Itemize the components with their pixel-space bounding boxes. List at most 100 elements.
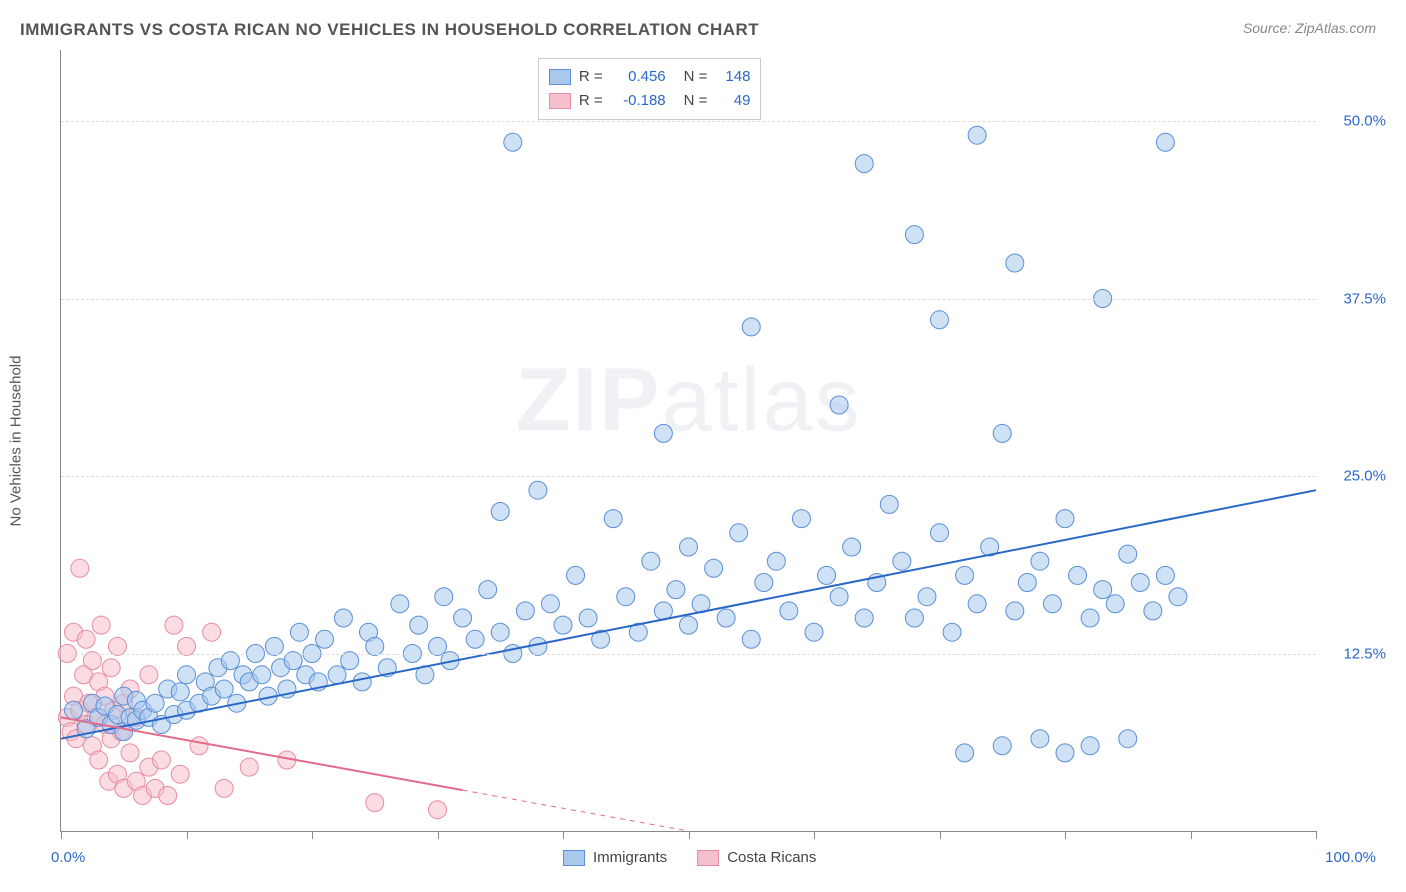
- data-point: [1169, 588, 1187, 606]
- data-point: [479, 581, 497, 599]
- data-point: [1006, 254, 1024, 272]
- data-point: [680, 538, 698, 556]
- r-value: -0.188: [611, 89, 666, 113]
- plot-svg: [61, 50, 1316, 831]
- legend-series-label: Costa Ricans: [727, 849, 816, 866]
- data-point: [855, 155, 873, 173]
- data-point: [504, 133, 522, 151]
- data-point: [171, 765, 189, 783]
- data-point: [993, 737, 1011, 755]
- data-point: [742, 630, 760, 648]
- data-point: [805, 623, 823, 641]
- source-name: ZipAtlas.com: [1295, 20, 1376, 36]
- x-tick: [438, 831, 439, 839]
- data-point: [253, 666, 271, 684]
- data-point: [516, 602, 534, 620]
- r-label: R =: [579, 65, 603, 89]
- data-point: [1081, 609, 1099, 627]
- data-point: [328, 666, 346, 684]
- chart-title: IMMIGRANTS VS COSTA RICAN NO VEHICLES IN…: [20, 20, 759, 40]
- data-point: [830, 588, 848, 606]
- data-point: [65, 701, 83, 719]
- data-point: [1119, 545, 1137, 563]
- data-point: [102, 659, 120, 677]
- data-point: [1069, 566, 1087, 584]
- data-point: [918, 588, 936, 606]
- data-point: [391, 595, 409, 613]
- data-point: [215, 680, 233, 698]
- data-point: [767, 552, 785, 570]
- data-point: [435, 588, 453, 606]
- data-point: [905, 226, 923, 244]
- data-point: [943, 623, 961, 641]
- data-point: [843, 538, 861, 556]
- data-point: [567, 566, 585, 584]
- data-point: [680, 616, 698, 634]
- data-point: [755, 574, 773, 592]
- data-point: [617, 588, 635, 606]
- data-point: [931, 524, 949, 542]
- data-point: [491, 623, 509, 641]
- n-value: 148: [715, 65, 750, 89]
- data-point: [1056, 510, 1074, 528]
- x-tick: [814, 831, 815, 839]
- data-point: [203, 623, 221, 641]
- y-tick-label: 50.0%: [1326, 113, 1386, 130]
- r-value: 0.456: [611, 65, 666, 89]
- x-axis-max-label: 100.0%: [1325, 849, 1376, 866]
- x-tick: [940, 831, 941, 839]
- data-point: [466, 630, 484, 648]
- data-point: [880, 495, 898, 513]
- data-point: [541, 595, 559, 613]
- x-tick: [187, 831, 188, 839]
- legend-swatch: [549, 93, 571, 109]
- x-axis-min-label: 0.0%: [51, 849, 85, 866]
- data-point: [1031, 552, 1049, 570]
- data-point: [1131, 574, 1149, 592]
- data-point: [968, 126, 986, 144]
- data-point: [1144, 602, 1162, 620]
- data-point: [410, 616, 428, 634]
- data-point: [1043, 595, 1061, 613]
- data-point: [1081, 737, 1099, 755]
- data-point: [159, 787, 177, 805]
- x-tick: [1316, 831, 1317, 839]
- data-point: [152, 751, 170, 769]
- data-point: [604, 510, 622, 528]
- x-tick: [312, 831, 313, 839]
- n-value: 49: [715, 89, 750, 113]
- data-point: [290, 623, 308, 641]
- n-label: N =: [684, 89, 708, 113]
- data-point: [579, 609, 597, 627]
- data-point: [140, 666, 158, 684]
- data-point: [905, 609, 923, 627]
- data-point: [165, 616, 183, 634]
- y-tick-label: 37.5%: [1326, 290, 1386, 307]
- data-point: [240, 758, 258, 776]
- data-point: [931, 311, 949, 329]
- data-point: [90, 751, 108, 769]
- data-point: [730, 524, 748, 542]
- legend-swatch: [697, 850, 719, 866]
- data-point: [1006, 602, 1024, 620]
- x-tick: [61, 831, 62, 839]
- legend-swatch: [563, 850, 585, 866]
- y-tick-label: 25.0%: [1326, 468, 1386, 485]
- data-point: [491, 503, 509, 521]
- correlation-chart: IMMIGRANTS VS COSTA RICAN NO VEHICLES IN…: [0, 0, 1406, 892]
- x-tick: [1065, 831, 1066, 839]
- data-point: [178, 666, 196, 684]
- legend-series-label: Immigrants: [593, 849, 667, 866]
- data-point: [1094, 581, 1112, 599]
- y-axis-title: No Vehicles in Household: [8, 355, 25, 526]
- data-point: [792, 510, 810, 528]
- legend-series: Immigrants Costa Ricans: [563, 849, 816, 866]
- source-attribution: Source: ZipAtlas.com: [1243, 20, 1376, 36]
- data-point: [830, 396, 848, 414]
- data-point: [780, 602, 798, 620]
- data-point: [146, 694, 164, 712]
- data-point: [1056, 744, 1074, 762]
- data-point: [1119, 730, 1137, 748]
- data-point: [717, 609, 735, 627]
- legend-swatch: [549, 69, 571, 85]
